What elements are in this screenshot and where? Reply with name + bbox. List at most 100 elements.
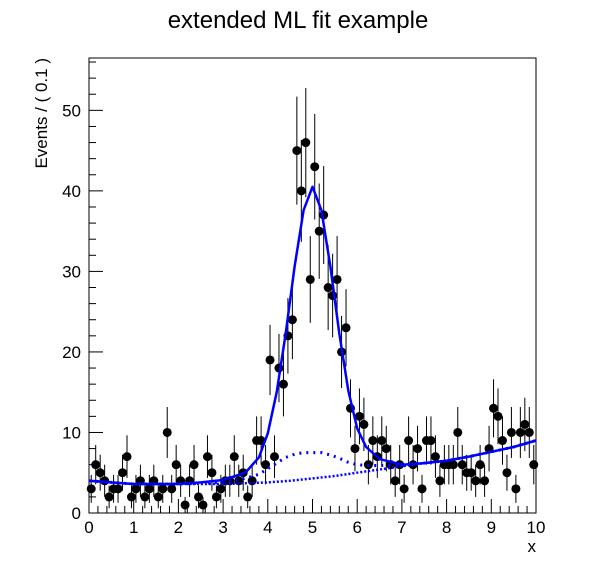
marker xyxy=(91,460,101,470)
marker xyxy=(144,484,154,494)
marker xyxy=(493,411,503,421)
y-tick-label: 50 xyxy=(62,101,81,120)
data-point xyxy=(377,416,387,465)
y-tick-label: 10 xyxy=(62,423,81,442)
marker xyxy=(341,323,351,333)
data-point xyxy=(122,435,132,478)
marker xyxy=(198,500,208,510)
marker xyxy=(171,460,181,470)
data-point xyxy=(493,388,503,445)
marker xyxy=(292,146,302,156)
data-point xyxy=(466,454,476,491)
marker xyxy=(497,436,507,446)
data-point xyxy=(118,454,128,491)
marker xyxy=(287,315,297,325)
fit-curve-total xyxy=(88,185,537,486)
marker xyxy=(381,444,391,454)
marker xyxy=(118,468,128,478)
data-point xyxy=(457,444,467,485)
marker xyxy=(162,427,172,437)
data-point xyxy=(162,407,172,458)
data-point xyxy=(216,474,226,503)
marker xyxy=(95,468,105,478)
data-point xyxy=(265,324,275,396)
data-point xyxy=(529,444,539,485)
marker xyxy=(265,355,275,365)
marker xyxy=(323,283,333,293)
data-point xyxy=(480,464,490,497)
data-point xyxy=(390,464,400,497)
data-point xyxy=(91,444,101,485)
marker xyxy=(529,460,539,470)
axis-ticks: 0 1 2 3 4 5 6 7 8 9 10 0 10 20 30 40 50 xyxy=(62,61,546,537)
data-point xyxy=(404,416,414,465)
y-axis-label: Events / ( 0.1 ) xyxy=(32,58,51,169)
x-tick-label: 9 xyxy=(487,518,496,537)
marker xyxy=(332,274,342,284)
data-point xyxy=(198,496,208,513)
data-point xyxy=(506,407,516,458)
data-point xyxy=(243,485,253,509)
x-tick-label: 10 xyxy=(527,518,546,537)
data-point xyxy=(511,474,521,503)
x-tick-label: 2 xyxy=(174,518,183,537)
data-point xyxy=(435,464,445,497)
marker xyxy=(354,411,364,421)
data-point xyxy=(207,454,217,491)
data-point xyxy=(270,435,280,478)
data-point xyxy=(144,474,154,503)
data-point xyxy=(292,96,302,205)
data-point xyxy=(453,407,463,458)
plot-frame xyxy=(88,57,537,514)
y-tick-label: 30 xyxy=(62,262,81,281)
marker xyxy=(207,468,217,478)
marker xyxy=(126,492,136,502)
marker xyxy=(390,476,400,486)
marker xyxy=(310,162,320,172)
marker xyxy=(435,476,445,486)
data-point xyxy=(310,113,320,220)
data-point xyxy=(484,425,494,472)
marker xyxy=(475,460,485,470)
data-point xyxy=(180,496,190,513)
marker xyxy=(202,452,212,462)
data-point xyxy=(86,474,96,503)
marker xyxy=(520,419,530,429)
x-tick-label: 8 xyxy=(442,518,451,537)
data-point xyxy=(171,444,181,485)
y-tick-label: 40 xyxy=(62,182,81,201)
data-point xyxy=(176,464,186,497)
data-point xyxy=(158,474,168,503)
marker xyxy=(296,186,306,196)
marker xyxy=(211,492,221,502)
marker xyxy=(426,436,436,446)
x-tick-label: 6 xyxy=(352,518,361,537)
data-point xyxy=(475,444,485,485)
data-point xyxy=(448,444,458,485)
data-point xyxy=(301,87,311,198)
data-point xyxy=(95,454,105,491)
marker xyxy=(301,138,311,148)
x-tick-label: 4 xyxy=(263,518,272,537)
marker xyxy=(189,460,199,470)
marker xyxy=(86,484,96,494)
marker xyxy=(466,468,476,478)
marker xyxy=(453,427,463,437)
data-point xyxy=(314,183,324,279)
x-tick-label: 1 xyxy=(129,518,138,537)
marker xyxy=(270,452,280,462)
marker xyxy=(506,427,516,437)
marker xyxy=(377,436,387,446)
marker xyxy=(113,484,123,494)
marker xyxy=(350,444,360,454)
marker xyxy=(158,484,168,494)
x-tick-label: 3 xyxy=(218,518,227,537)
data-point xyxy=(515,407,525,458)
data-point xyxy=(381,425,391,472)
marker xyxy=(480,476,490,486)
marker xyxy=(122,452,132,462)
marker xyxy=(167,484,177,494)
data-point xyxy=(417,474,427,503)
data-point xyxy=(497,416,507,465)
marker xyxy=(243,492,253,502)
